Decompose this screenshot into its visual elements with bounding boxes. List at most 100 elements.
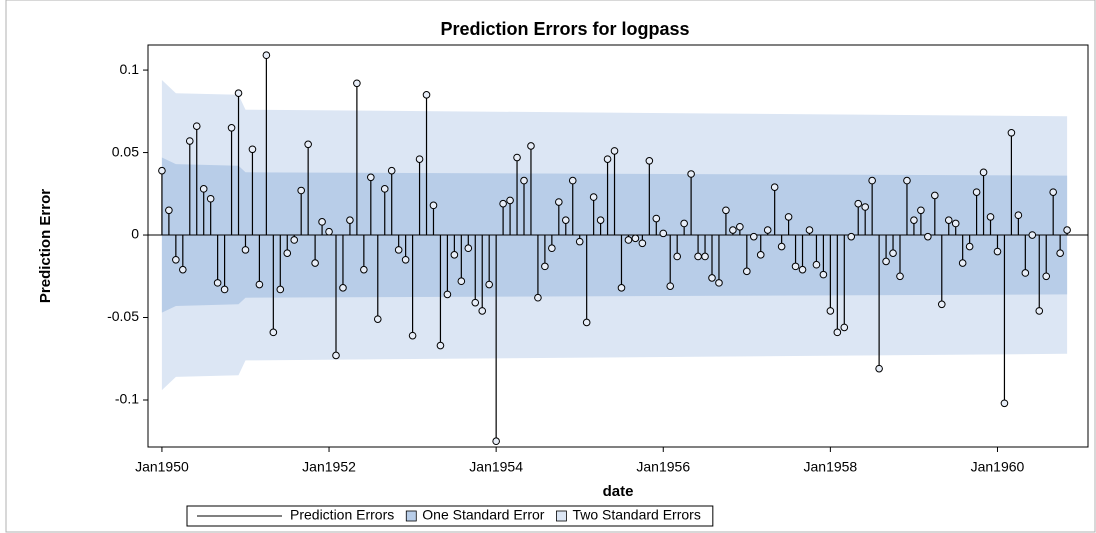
- needle-marker: [958, 259, 967, 267]
- needle-marker: [234, 89, 243, 97]
- needle-marker: [248, 145, 257, 154]
- chart-title: Prediction Errors for logpass: [440, 19, 689, 39]
- needle-marker: [736, 222, 744, 231]
- needle-marker: [367, 173, 375, 182]
- needle-marker: [805, 226, 814, 234]
- needle-marker: [158, 166, 166, 175]
- needle-marker: [568, 176, 577, 185]
- needle-marker: [297, 186, 305, 195]
- legend-swatch: [405, 510, 417, 522]
- needle-marker: [485, 280, 493, 289]
- needle-marker: [464, 244, 473, 253]
- needle-marker: [729, 226, 737, 234]
- needle-marker: [283, 249, 292, 257]
- needle-marker: [1000, 399, 1009, 408]
- needle-marker: [499, 199, 507, 208]
- needle-marker: [944, 216, 953, 224]
- needle-marker: [645, 156, 654, 165]
- needle-marker: [924, 232, 932, 241]
- needle-marker: [756, 251, 765, 259]
- needle-marker: [276, 285, 285, 294]
- needle-marker: [575, 237, 584, 246]
- needle-marker: [172, 255, 180, 264]
- needle-marker: [450, 251, 459, 259]
- needle-marker: [165, 206, 173, 215]
- legend-label: Two Standard Errors: [572, 507, 700, 523]
- needle-marker: [993, 247, 1002, 256]
- needle-marker: [624, 236, 633, 244]
- needle-marker: [227, 124, 236, 132]
- needle-marker: [387, 166, 396, 175]
- needle-marker: [979, 168, 988, 177]
- needle-marker: [534, 293, 542, 302]
- needle-marker: [589, 193, 598, 201]
- needle-marker: [763, 226, 772, 234]
- needle-marker: [311, 259, 319, 267]
- needle-marker: [262, 51, 271, 60]
- needle-marker: [715, 279, 723, 287]
- needle-marker: [596, 216, 605, 224]
- needle-marker: [861, 203, 869, 211]
- needle-marker: [798, 265, 807, 274]
- needle-marker: [325, 227, 333, 236]
- needle-marker: [513, 153, 521, 162]
- needle-marker: [882, 257, 890, 266]
- needle-marker: [812, 260, 821, 269]
- needle-marker: [179, 265, 187, 274]
- needle-marker: [192, 122, 201, 130]
- needle-marker: [826, 307, 835, 315]
- needle-marker: [631, 234, 640, 243]
- needle-marker: [1049, 188, 1057, 196]
- needle-marker: [951, 219, 960, 228]
- needle-marker: [443, 290, 452, 299]
- y-tick-label: -0.1: [115, 391, 139, 407]
- legend-label: Prediction Errors: [290, 507, 394, 523]
- needle-marker: [548, 244, 556, 253]
- needle-marker: [708, 274, 716, 282]
- needle-marker: [1063, 226, 1071, 234]
- needle-marker: [854, 199, 863, 208]
- needle-marker: [722, 206, 730, 215]
- needle-marker: [833, 328, 842, 337]
- needle-marker: [652, 214, 661, 223]
- needle-marker: [749, 232, 758, 241]
- needle-marker: [791, 262, 800, 271]
- needle-marker: [185, 137, 194, 145]
- needle-marker: [917, 206, 925, 215]
- needle-marker: [318, 218, 326, 226]
- needle-marker: [972, 188, 981, 196]
- needle-marker: [582, 318, 591, 327]
- needle-marker: [478, 307, 487, 315]
- x-axis-label: date: [603, 483, 634, 500]
- x-tick-label: Jan1960: [971, 459, 1025, 475]
- needle-marker: [847, 232, 856, 241]
- needle-marker: [673, 252, 681, 261]
- needle-marker: [332, 351, 340, 360]
- x-tick-label: Jan1958: [804, 459, 858, 475]
- x-tick-label: Jan1954: [469, 459, 523, 475]
- x-tick-label: Jan1950: [135, 459, 189, 475]
- needle-marker: [353, 79, 361, 88]
- needle-marker: [1007, 128, 1016, 137]
- needle-marker: [255, 280, 264, 289]
- needle-marker: [1042, 272, 1051, 281]
- needle-marker: [680, 219, 688, 228]
- needle-marker: [429, 201, 438, 210]
- needle-marker: [241, 246, 250, 254]
- needle-marker: [603, 155, 612, 163]
- legend-swatch: [556, 510, 567, 522]
- y-tick-label: 0: [131, 226, 139, 242]
- needle-marker: [770, 183, 779, 191]
- y-tick-label: 0.1: [120, 61, 140, 77]
- needle-marker: [408, 331, 417, 340]
- needle-marker: [339, 284, 347, 292]
- needle-marker: [304, 140, 312, 149]
- needle-marker: [1035, 307, 1044, 315]
- needle-marker: [199, 185, 208, 193]
- needle-marker: [784, 213, 793, 221]
- needle-marker: [269, 328, 278, 337]
- needle-marker: [986, 213, 995, 221]
- needle-marker: [868, 176, 876, 185]
- needle-marker: [422, 91, 431, 99]
